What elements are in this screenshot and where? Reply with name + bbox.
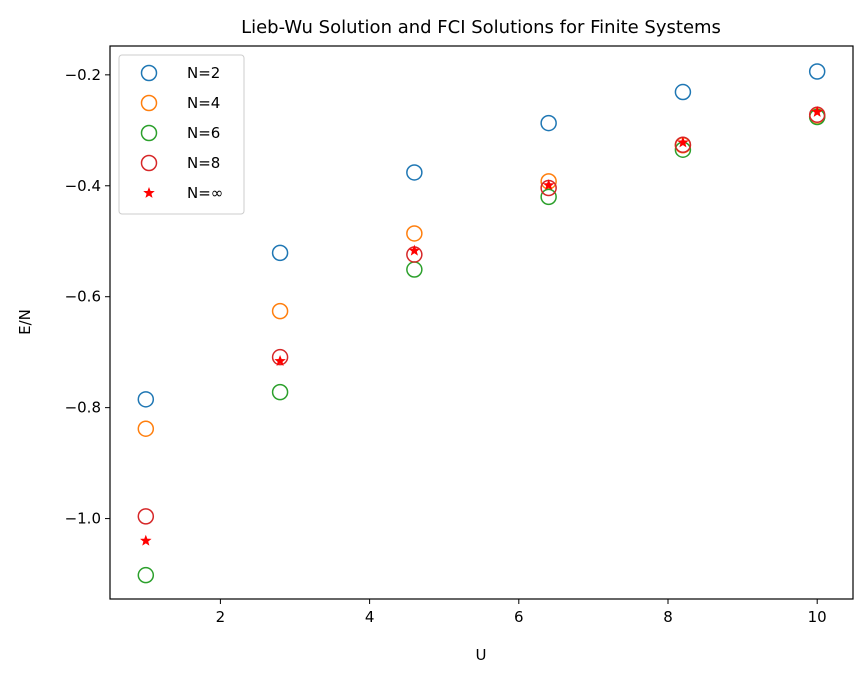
data-point <box>408 244 421 256</box>
legend-box <box>118 54 245 215</box>
data-point <box>137 420 155 437</box>
y-axis-label: E/N <box>16 309 34 335</box>
y-tick-label: −0.2 <box>65 66 101 84</box>
legend-entry: N=∞ <box>143 184 223 202</box>
legend-entry: N=2 <box>140 64 220 82</box>
x-tick-label: 8 <box>663 608 673 626</box>
data-point <box>271 302 289 320</box>
legend-label: N=8 <box>187 154 220 172</box>
plot-marks <box>137 63 826 584</box>
legend-label: N=4 <box>187 94 220 112</box>
data-point <box>137 566 155 584</box>
data-point <box>271 348 289 366</box>
x-axis-ticks: 2 4 6 8 10 <box>216 599 827 626</box>
legend-label: N=2 <box>187 64 220 82</box>
data-point <box>274 355 286 366</box>
series-1 <box>137 63 826 408</box>
data-point <box>540 114 557 132</box>
data-point <box>406 164 423 181</box>
x-tick-label: 4 <box>365 608 375 626</box>
chart-title: Lieb-Wu Solution and FCI Solutions for F… <box>241 17 721 38</box>
legend-entry: N=6 <box>140 124 220 142</box>
y-tick-label: −0.6 <box>65 288 101 306</box>
y-tick-label: −1.0 <box>65 510 101 528</box>
legend-marker <box>143 186 155 198</box>
data-point <box>137 508 155 525</box>
x-axis-label: U <box>476 646 487 664</box>
legend-entry: N=8 <box>140 154 220 172</box>
data-point <box>542 179 555 191</box>
legend-marker <box>140 64 158 82</box>
data-point <box>271 383 289 401</box>
data-point <box>677 136 689 148</box>
legend-entry: N=4 <box>140 94 220 112</box>
y-axis-ticks: −1.0 −0.8 −0.6 −0.4 −0.2 <box>65 66 110 528</box>
x-tick-label: 2 <box>216 608 226 626</box>
legend-marker <box>140 94 158 112</box>
legend-items: N=2 N=4 N=6 N=8 N=∞ <box>140 64 223 202</box>
y-tick-label: −0.8 <box>65 399 101 417</box>
data-point <box>808 63 826 80</box>
data-point <box>540 188 557 206</box>
data-point <box>406 225 423 242</box>
x-tick-label: 6 <box>514 608 524 626</box>
data-point <box>140 534 152 546</box>
plot-frame <box>109 45 854 600</box>
y-tick-label: −0.4 <box>65 177 101 195</box>
series-5 <box>140 105 823 546</box>
legend-marker <box>140 154 158 172</box>
data-point <box>811 105 823 117</box>
data-point <box>137 391 155 408</box>
x-tick-label: 10 <box>808 608 827 626</box>
legend-marker <box>140 124 158 142</box>
data-point <box>674 83 692 101</box>
legend-label: N=∞ <box>187 184 223 202</box>
legend-label: N=6 <box>187 124 220 142</box>
legend: N=2 N=4 N=6 N=8 N=∞ <box>118 54 245 215</box>
data-point <box>271 244 289 262</box>
